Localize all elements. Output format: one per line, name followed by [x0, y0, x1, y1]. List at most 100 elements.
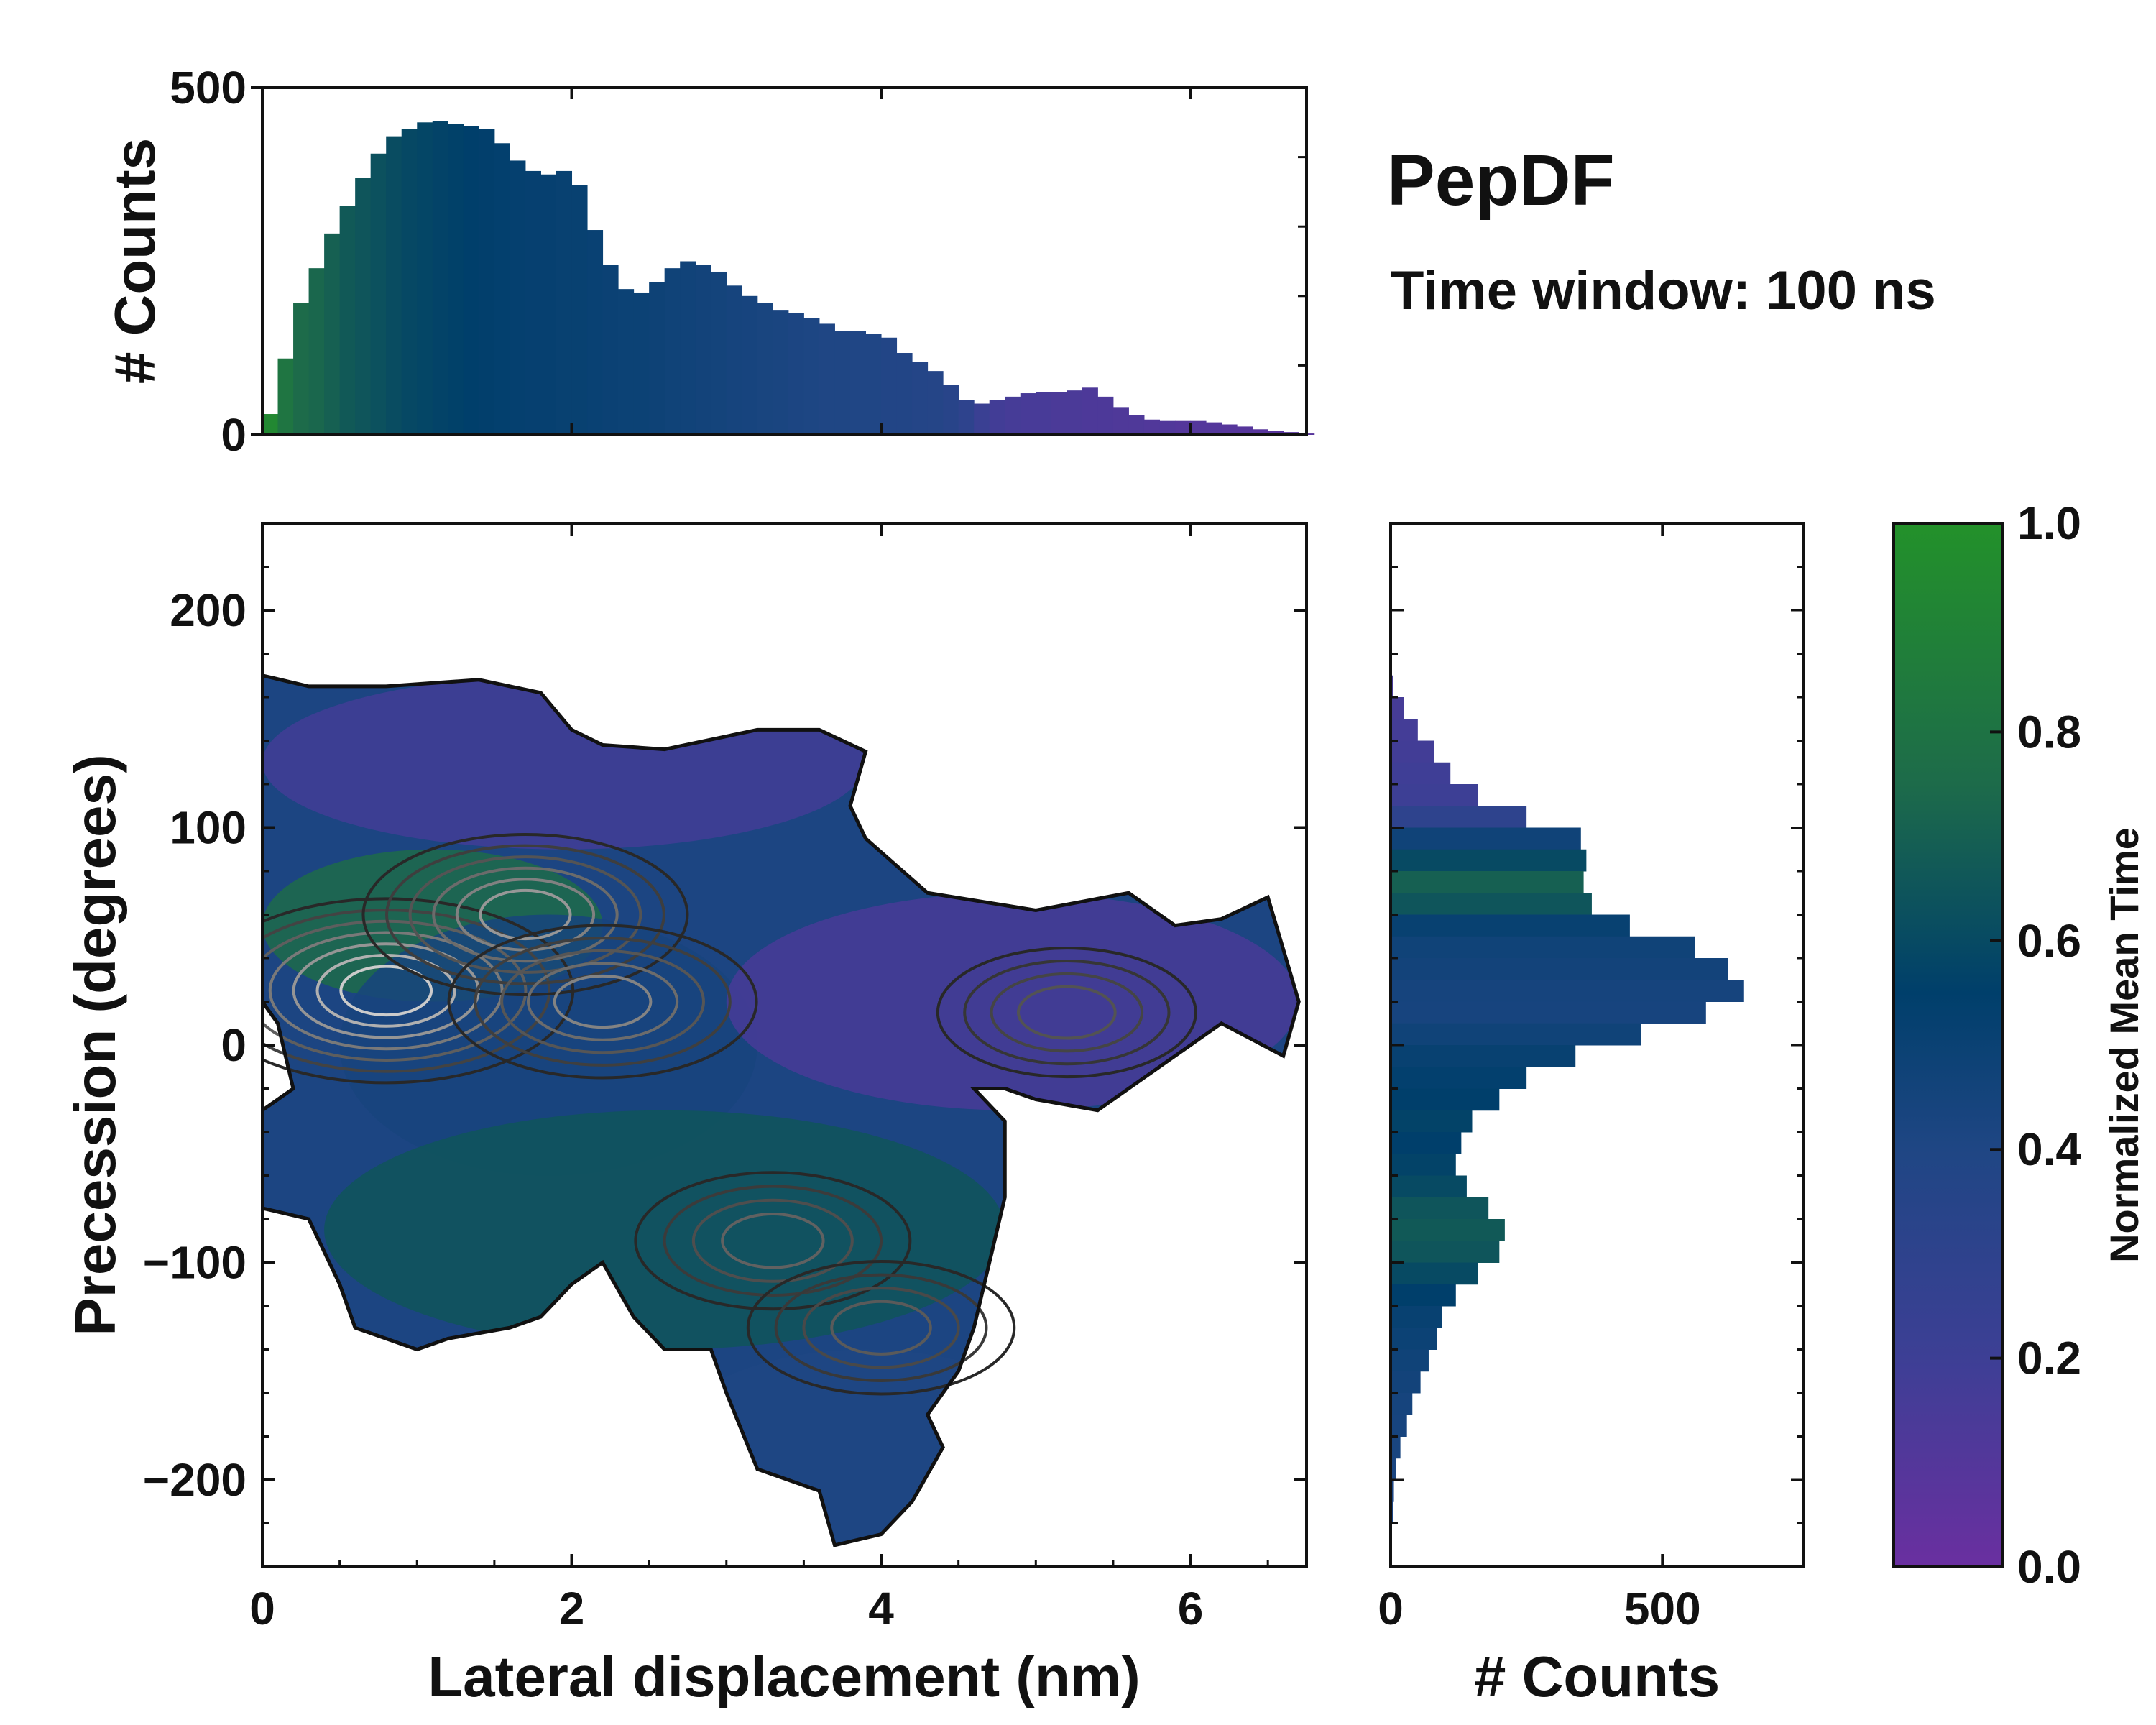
colorbar-tick-label: 0.8	[2017, 706, 2081, 758]
colorbar-tick-label: 0.6	[2017, 915, 2081, 967]
colorbar-tick-label: 0.4	[2017, 1123, 2081, 1175]
colorbar-tick-label: 0.2	[2017, 1333, 2081, 1384]
right-histogram-bar	[1391, 1241, 1500, 1263]
right-histogram-bar	[1391, 1001, 1706, 1024]
top-histogram-bar	[680, 261, 696, 435]
density-contour	[526, 962, 679, 1041]
top-histogram-bar	[633, 292, 650, 435]
top-histogram-bar	[417, 122, 433, 436]
right-histogram-bar	[1391, 893, 1592, 915]
density-contour	[339, 965, 433, 1017]
right-histogram-bar	[1391, 740, 1434, 763]
top-ytick-label: 500	[170, 62, 247, 114]
colorbar-tick-label: 0.0	[2017, 1541, 2081, 1593]
right-histogram-bar	[1391, 1045, 1576, 1067]
density-contour	[963, 960, 1171, 1066]
main-xtick-label: 4	[868, 1583, 894, 1634]
right-histogram-bar	[1391, 806, 1527, 828]
top-histogram-bar	[355, 178, 372, 435]
top-histogram-bar	[649, 282, 665, 435]
density-contour	[774, 1273, 988, 1382]
density-contour	[830, 1300, 932, 1356]
top-histogram-bar	[912, 362, 929, 435]
top-histogram-bar	[339, 206, 356, 435]
top-histogram-bar	[602, 264, 619, 435]
density-contour	[553, 974, 653, 1029]
top-histogram-bar	[618, 289, 635, 435]
density-contour	[361, 833, 689, 996]
top-histogram-bar	[1005, 396, 1021, 435]
top-histogram-bar	[463, 126, 479, 435]
top-histogram-bar	[1175, 420, 1192, 435]
top-histogram-bar	[757, 303, 773, 435]
density-contour	[802, 1287, 960, 1369]
top-histogram-bar	[695, 264, 711, 435]
right-histogram-bar	[1391, 980, 1744, 1002]
map-region-upper-purple	[262, 675, 866, 850]
top-histogram-bar	[1252, 429, 1268, 435]
top-histogram-ylabel: # Counts	[103, 138, 167, 384]
right-histogram-bar	[1391, 1480, 1394, 1502]
top-histogram-bar	[943, 385, 959, 435]
top-histogram-bar	[540, 174, 557, 435]
right-histogram-bar	[1391, 697, 1404, 719]
right-histogram-bar	[1391, 1175, 1467, 1198]
density-contour	[432, 866, 619, 963]
density-contour	[385, 844, 665, 985]
top-histogram-bar	[1237, 426, 1253, 435]
density-contour	[408, 855, 642, 974]
right-histogram-bar	[1391, 936, 1695, 959]
top-histogram-bar	[401, 129, 418, 435]
density-contour	[634, 1171, 912, 1311]
right-histogram-bar	[1391, 914, 1630, 937]
main-ytick-label: 200	[170, 584, 247, 636]
right-histogram-bar	[1391, 1067, 1527, 1089]
top-histogram-bar	[711, 271, 727, 435]
top-histogram-bar	[803, 318, 820, 435]
right-histogram-bar	[1391, 1132, 1462, 1154]
density-contour	[268, 931, 504, 1051]
top-histogram-bar	[927, 371, 944, 435]
top-histogram-bar	[277, 358, 294, 435]
top-histogram-bar	[571, 185, 588, 435]
top-histogram-bar	[1206, 422, 1222, 435]
main-ytick-label: −100	[143, 1237, 247, 1289]
top-histogram-bar	[1036, 392, 1052, 435]
right-histogram-bar	[1391, 1154, 1456, 1176]
right-histogram-bar	[1391, 827, 1581, 850]
main-xtick-label: 6	[1178, 1583, 1204, 1634]
top-histogram-bar	[819, 323, 835, 435]
top-histogram-bar	[494, 143, 510, 435]
main-xtick-label: 2	[559, 1583, 585, 1634]
top-histogram: 0 500 # Counts	[103, 62, 1315, 461]
right-histogram-bar	[1391, 1262, 1478, 1285]
right-histogram-bar	[1391, 719, 1418, 741]
right-histogram-bar	[1391, 958, 1728, 980]
top-histogram-bar	[1221, 424, 1238, 435]
top-histogram-bar	[896, 353, 913, 435]
top-histogram-bar	[556, 170, 573, 436]
right-histogram-bar	[1391, 1306, 1442, 1328]
top-histogram-bar	[1159, 420, 1176, 435]
density-contour	[691, 1198, 854, 1283]
right-histogram-bar	[1391, 1284, 1456, 1307]
right-histogram: 0 500 # Counts	[1378, 522, 1805, 1708]
top-histogram-bar	[742, 295, 758, 435]
top-histogram-bar	[386, 136, 402, 435]
top-histogram-bar	[1190, 420, 1207, 435]
main-ytick-label: −200	[143, 1454, 247, 1506]
top-histogram-bar	[1067, 390, 1083, 435]
right-histogram-bar	[1391, 871, 1584, 893]
right-histogram-bar	[1391, 1219, 1505, 1241]
top-histogram-bar	[432, 121, 448, 436]
colorbar-gradient	[1894, 523, 2003, 1567]
top-histogram-bar	[773, 310, 789, 435]
top-histogram-bar	[834, 331, 851, 435]
right-histogram-bar	[1391, 1349, 1429, 1372]
top-histogram-bar	[1082, 387, 1098, 435]
top-histogram-bar	[1112, 407, 1129, 435]
map-region-right-purple-arm	[726, 893, 1299, 1110]
density-contour	[479, 888, 572, 941]
top-histogram-bar	[849, 331, 867, 435]
